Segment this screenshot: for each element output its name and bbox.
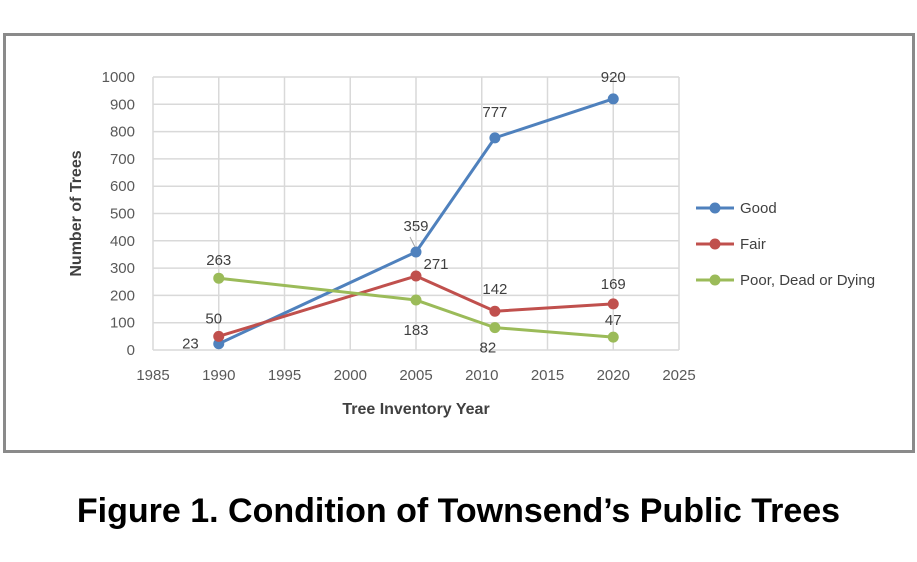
legend-marker-2 xyxy=(709,274,721,286)
series-line-0 xyxy=(218,97,614,346)
x-tick-label: 2010 xyxy=(465,367,498,384)
legend-label: Poor, Dead or Dying xyxy=(740,272,875,289)
data-label: 50 xyxy=(205,310,222,327)
y-tick-label: 400 xyxy=(110,233,135,250)
data-point-0-1 xyxy=(410,246,422,258)
data-point-0-2 xyxy=(489,132,501,144)
data-label: 271 xyxy=(423,256,448,273)
y-tick-label: 300 xyxy=(110,260,135,277)
figure-caption: Figure 1. Condition of Townsend’s Public… xyxy=(76,492,841,530)
line-chart: 0 100 200 300 400 500 600 700 800 900 1000 1985 1990… xyxy=(68,69,875,418)
x-tick-label: 2000 xyxy=(334,367,367,384)
y-tick-label: 500 xyxy=(110,206,135,223)
data-label: 263 xyxy=(206,252,231,269)
series-line-1 xyxy=(218,274,614,338)
legend-marker-1 xyxy=(709,238,721,250)
x-tick-label: 2025 xyxy=(662,367,695,384)
data-point-1-0 xyxy=(213,330,225,342)
data-point-2-0 xyxy=(213,272,225,284)
chart-frame: 0 100 200 300 400 500 600 700 800 900 1000 1985 1990… xyxy=(3,33,915,453)
y-tick-label: 600 xyxy=(110,178,135,195)
y-tick-label: 200 xyxy=(110,287,135,304)
data-point-0-3 xyxy=(607,93,619,105)
data-point-1-3 xyxy=(607,298,619,310)
data-point-1-2 xyxy=(489,305,501,317)
data-label: 920 xyxy=(601,69,626,86)
x-tick-label: 2015 xyxy=(531,367,564,384)
data-label: 169 xyxy=(601,276,626,293)
data-label: 23 xyxy=(182,336,199,353)
data-label: 183 xyxy=(403,322,428,339)
x-axis-title: Tree Inventory Year xyxy=(342,401,489,418)
x-tick-label: 2020 xyxy=(597,367,630,384)
data-point-2-2 xyxy=(489,322,501,334)
y-tick-label: 700 xyxy=(110,151,135,168)
x-tick-label: 1995 xyxy=(268,367,301,384)
data-point-2-3 xyxy=(607,331,619,343)
x-tick-label: 1990 xyxy=(202,367,235,384)
x-tick-label: 1985 xyxy=(136,367,169,384)
y-tick-label: 100 xyxy=(110,315,135,332)
data-label: 777 xyxy=(482,104,507,121)
legend-label: Fair xyxy=(740,236,766,253)
data-label: 47 xyxy=(605,312,622,329)
x-tick-label: 2005 xyxy=(399,367,432,384)
data-label: 82 xyxy=(480,340,497,357)
data-point-2-1 xyxy=(410,294,422,306)
legend-marker-0 xyxy=(709,202,721,214)
series-line-2 xyxy=(218,276,614,339)
label-leader-line xyxy=(409,236,416,248)
y-tick-label: 0 xyxy=(127,342,135,359)
legend-label: Good xyxy=(740,200,777,217)
data-label: 359 xyxy=(403,218,428,235)
y-tick-label: 900 xyxy=(110,96,135,113)
y-axis-title: Number of Trees xyxy=(68,150,85,276)
data-label: 142 xyxy=(482,281,507,298)
data-point-1-1 xyxy=(410,270,422,282)
y-tick-label: 800 xyxy=(110,124,135,141)
y-tick-label: 1000 xyxy=(102,69,135,86)
